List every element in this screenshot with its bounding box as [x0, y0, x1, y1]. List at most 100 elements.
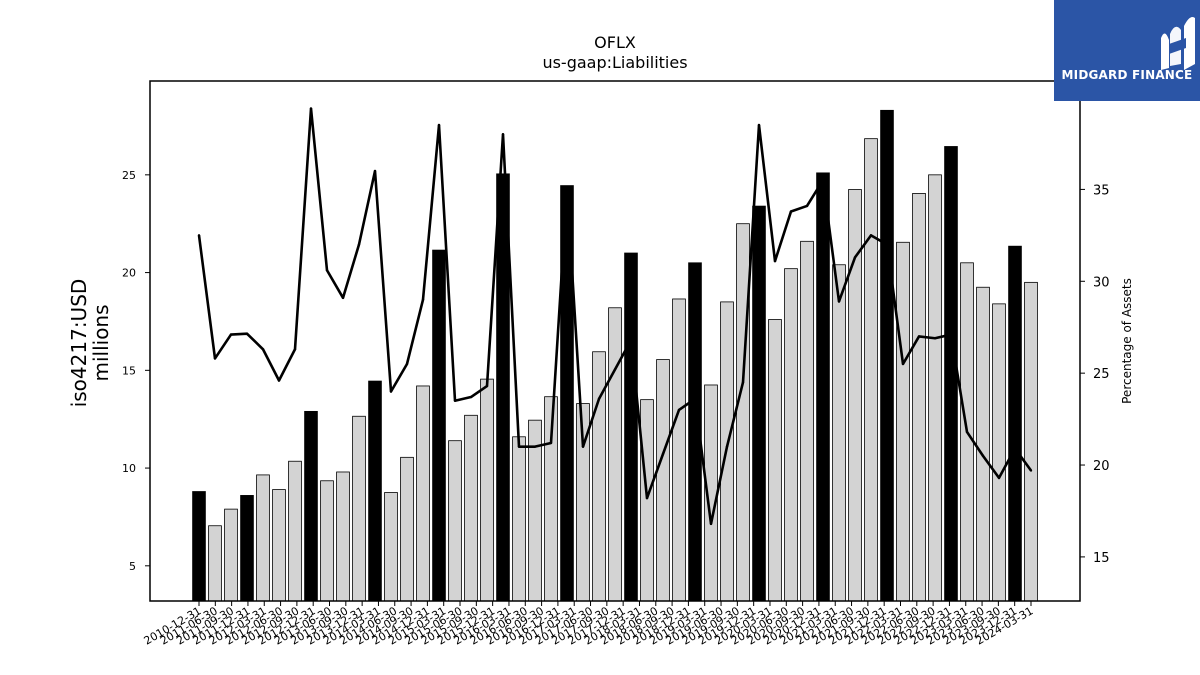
line-point-2010-12-31: [197, 234, 201, 237]
chart-subtitle: us-gaap:Liabilities: [542, 53, 687, 72]
y-right-tick-label: 15: [1093, 551, 1110, 566]
bar-2022-09-30: [944, 146, 958, 602]
bar-2021-06-30: [864, 138, 878, 602]
line-point-2011-09-30: [245, 332, 249, 335]
line-point-2013-03-31: [341, 296, 345, 300]
line-point-2012-03-31: [277, 379, 281, 382]
line-point-2014-12-31: [453, 399, 457, 402]
bar-2017-06-30: [608, 307, 622, 602]
line-point-2015-03-31: [469, 395, 473, 399]
bar-2015-06-30: [480, 378, 494, 602]
line-point-2012-06-30: [293, 348, 297, 351]
line-point-2016-12-31: [581, 445, 585, 448]
bar-2020-12-31: [832, 264, 846, 602]
bar-2011-06-30: [224, 508, 238, 602]
bar-2013-06-30: [352, 415, 366, 602]
line-point-2014-06-30: [421, 298, 425, 301]
bar-2023-12-31: [1024, 281, 1038, 602]
line-point-2015-12-31: [517, 445, 521, 448]
y-right-tick-label: 30: [1093, 275, 1110, 290]
line-group: [197, 107, 1033, 526]
line-point-2013-12-31: [389, 390, 393, 393]
line-point-2020-12-31: [837, 300, 841, 303]
line-point-2011-06-30: [229, 333, 233, 336]
y-left-tick-label: 5: [129, 560, 136, 573]
line-point-2013-09-30: [373, 169, 377, 173]
bar-2014-12-31: [448, 440, 462, 602]
line-point-2019-12-31: [773, 259, 777, 263]
line-point-2022-09-30: [949, 333, 953, 336]
line-point-2019-03-31: [725, 445, 729, 448]
line-point-2021-12-31: [901, 362, 905, 366]
line-point-2018-12-31: [709, 522, 713, 526]
chart-title: OFLX: [594, 33, 636, 52]
line-point-2018-09-30: [693, 397, 697, 401]
bar-2021-12-31: [896, 241, 910, 602]
bar-2013-03-31: [336, 471, 350, 602]
y-left-tick-label: 10: [122, 462, 136, 475]
line-point-2018-06-30: [677, 408, 681, 412]
bar-2018-06-30: [672, 298, 686, 602]
line-point-2011-12-31: [261, 348, 265, 351]
y-axis-left-label-line2: millions: [89, 304, 113, 381]
line-point-2023-03-31: [981, 454, 985, 458]
line-point-2016-09-30: [565, 188, 569, 191]
line-point-2022-12-31: [965, 430, 969, 434]
bar-2022-03-31: [912, 193, 926, 602]
line-point-2015-06-30: [485, 384, 489, 388]
y-left-tick-label: 15: [122, 364, 136, 377]
line-point-2021-03-31: [853, 256, 857, 259]
bar-2014-03-31: [400, 456, 414, 602]
bar-2018-03-31: [656, 359, 670, 602]
line-point-2019-06-30: [741, 381, 745, 384]
line-point-2019-09-30: [757, 123, 761, 127]
bar-2023-03-31: [976, 286, 990, 602]
bar-2011-03-31: [208, 525, 222, 602]
bar-2023-06-30: [992, 303, 1006, 602]
line-point-2016-06-30: [549, 441, 553, 445]
line-point-2012-12-31: [325, 269, 329, 272]
bar-2010-12-31: [192, 491, 206, 602]
bar-2019-09-30: [752, 205, 766, 602]
bar-2013-12-31: [384, 492, 398, 602]
line-point-2021-06-30: [869, 234, 873, 237]
right-axis: 15 20 25 30 35: [1080, 183, 1110, 566]
line-point-2014-09-30: [437, 123, 441, 127]
brand-name: MIDGARD FINANCE: [1061, 68, 1193, 82]
line-point-2021-09-30: [885, 243, 889, 246]
bar-2014-09-30: [432, 249, 446, 602]
line-point-2020-06-30: [805, 204, 809, 208]
y-right-tick-label: 20: [1093, 459, 1110, 474]
line-point-2020-03-31: [789, 210, 793, 213]
bar-2017-12-31: [640, 399, 654, 602]
bar-2012-06-30: [288, 460, 302, 602]
line-point-2014-03-31: [405, 362, 409, 366]
line-point-2017-06-30: [613, 368, 617, 371]
y-right-tick-label: 35: [1093, 183, 1110, 198]
line-point-2023-06-30: [997, 476, 1001, 480]
y-right-tick-label: 25: [1093, 367, 1110, 382]
bar-2019-06-30: [736, 223, 750, 602]
line-point-2016-03-31: [533, 445, 537, 448]
bar-2017-09-30: [624, 252, 638, 602]
bar-2012-03-31: [272, 489, 286, 602]
line-point-2022-06-30: [933, 337, 937, 340]
line-point-2020-09-30: [821, 179, 825, 182]
bar-2020-03-31: [784, 268, 798, 602]
line-point-2017-12-31: [645, 496, 649, 500]
bar-2020-09-30: [816, 172, 830, 602]
brand-logo: MIDGARD FINANCE: [1054, 0, 1200, 101]
bar-2023-09-30: [1008, 245, 1022, 602]
x-axis: 2010-12-312011-06-302011-09-302011-12-31…: [142, 601, 1036, 648]
bar-2012-12-31: [320, 480, 334, 602]
left-axis: 5 10 15 20 25: [122, 169, 150, 573]
line-point-2017-03-31: [597, 397, 601, 401]
y-left-tick-label: 25: [122, 169, 136, 182]
bar-2021-09-30: [880, 109, 894, 602]
bar-2011-09-30: [240, 495, 254, 602]
line-point-2012-09-30: [309, 107, 313, 110]
y-left-tick-label: 20: [122, 267, 136, 280]
bar-2014-06-30: [416, 385, 430, 602]
midgard-logo-icon: [1161, 17, 1195, 70]
